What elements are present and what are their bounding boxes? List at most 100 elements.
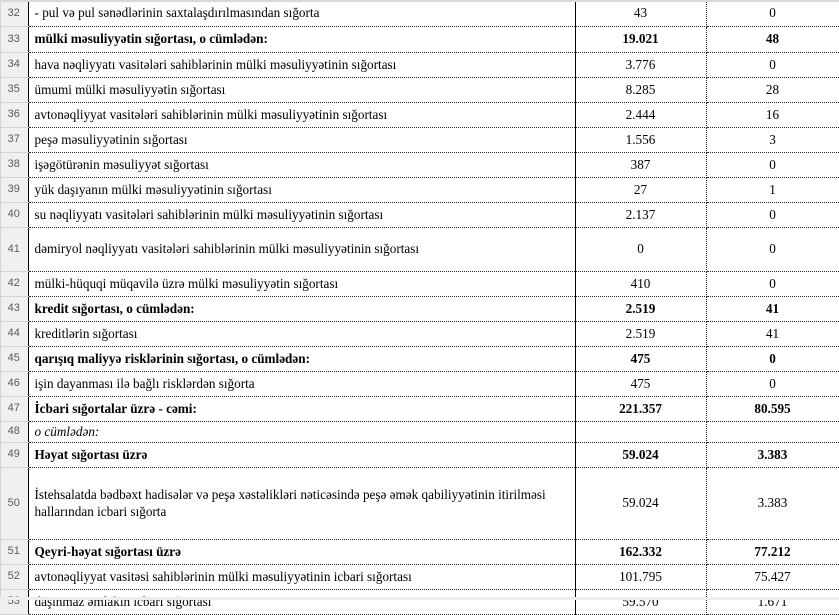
cell-insurance-type[interactable]: daşınmaz əmlakın icbari sığortası <box>28 589 576 615</box>
cell-value-2[interactable]: 77.212 <box>706 539 839 565</box>
row-number-header[interactable]: 53 <box>0 589 29 615</box>
cell-insurance-type[interactable]: hava nəqliyyatı vasitələri sahiblərinin … <box>28 52 576 78</box>
row-number-header[interactable]: 39 <box>0 177 29 203</box>
row-number-header[interactable]: 46 <box>0 371 29 397</box>
row-number-header[interactable]: 34 <box>0 52 29 78</box>
cell-insurance-type[interactable]: işin dayanması ilə bağlı risklərdən sığo… <box>28 371 576 397</box>
cell-insurance-type[interactable]: Həyat sığortası üzrə <box>28 442 576 468</box>
cell-value-1[interactable]: 475 <box>575 346 707 372</box>
cell-value-1[interactable]: 387 <box>575 152 707 178</box>
cell-value-1[interactable]: 221.357 <box>575 396 707 422</box>
cell-value-2[interactable]: 0 <box>706 271 839 297</box>
cell-value-1[interactable]: 8.285 <box>575 77 707 103</box>
row-number-header[interactable]: 41 <box>0 227 29 272</box>
cell-insurance-type[interactable]: Qeyri-həyat sığortası üzrə <box>28 539 576 565</box>
cell-insurance-type[interactable]: yük daşıyanın mülki məsuliyyətinin sığor… <box>28 177 576 203</box>
cell-value-2[interactable]: 0 <box>706 52 839 78</box>
table-row[interactable]: 49 Həyat sığortası üzrə 59.024 3.383 <box>0 442 839 468</box>
cell-insurance-type[interactable]: peşə məsuliyyətinin sığortası <box>28 127 576 153</box>
cell-insurance-type[interactable]: işəgötürənin məsuliyyət sığortası <box>28 152 576 178</box>
cell-value-1[interactable] <box>575 421 707 443</box>
cell-value-2[interactable] <box>706 421 839 443</box>
cell-insurance-type[interactable]: avtonəqliyyat vasitəsi sahiblərinin mülk… <box>28 564 576 590</box>
cell-insurance-type[interactable]: kredit sığortası, o cümlədən: <box>28 296 576 322</box>
table-row[interactable]: 40 su nəqliyyatı vasitələri sahiblərinin … <box>0 202 839 228</box>
cell-insurance-type[interactable]: su nəqliyyatı vasitələri sahiblərinin mü… <box>28 202 576 228</box>
row-number-header[interactable]: 42 <box>0 271 29 297</box>
cell-value-1[interactable]: 59.570 <box>575 589 707 615</box>
cell-value-1[interactable]: 27 <box>575 177 707 203</box>
cell-value-1[interactable]: 19.021 <box>575 26 707 53</box>
table-row[interactable]: 43 kredit sığortası, o cümlədən: 2.519 41 <box>0 296 839 322</box>
row-number-header[interactable]: 52 <box>0 564 29 590</box>
table-row[interactable]: 46 işin dayanması ilə bağlı risklərdən sı… <box>0 371 839 397</box>
cell-value-1[interactable]: 2.137 <box>575 202 707 228</box>
cell-value-1[interactable]: 410 <box>575 271 707 297</box>
table-row[interactable]: 50 İstehsalatda bədbəxt hadisələr və peş… <box>0 467 839 540</box>
cell-insurance-type[interactable]: qarışıq maliyyə risklərinin sığortası, o… <box>28 346 576 372</box>
cell-insurance-type[interactable]: İstehsalatda bədbəxt hadisələr və peşə x… <box>28 467 576 540</box>
cell-value-1[interactable]: 1.556 <box>575 127 707 153</box>
cell-value-1[interactable]: 3.776 <box>575 52 707 78</box>
cell-value-2[interactable]: 0 <box>706 371 839 397</box>
cell-insurance-type[interactable]: kreditlərin sığortası <box>28 321 576 347</box>
table-row[interactable]: 44 kreditlərin sığortası 2.519 41 <box>0 321 839 347</box>
table-row[interactable]: 42 mülki-hüquqi müqavilə üzrə mülki məsul… <box>0 271 839 297</box>
cell-value-2[interactable]: 0 <box>706 202 839 228</box>
cell-value-1[interactable]: 43 <box>575 0 707 27</box>
cell-value-1[interactable]: 2.444 <box>575 102 707 128</box>
cell-value-2[interactable]: 80.595 <box>706 396 839 422</box>
cell-insurance-type[interactable]: dəmiryol nəqliyyatı vasitələri sahibləri… <box>28 227 576 272</box>
table-row[interactable]: 41 dəmiryol nəqliyyatı vasitələri sahiblə… <box>0 227 839 272</box>
cell-value-2[interactable]: 0 <box>706 0 839 27</box>
cell-insurance-type[interactable]: mülki-hüquqi müqavilə üzrə mülki məsuliy… <box>28 271 576 297</box>
cell-value-1[interactable]: 2.519 <box>575 296 707 322</box>
table-row[interactable]: 34 hava nəqliyyatı vasitələri sahiblərini… <box>0 52 839 78</box>
cell-value-1[interactable]: 0 <box>575 227 707 272</box>
cell-value-2[interactable]: 41 <box>706 296 839 322</box>
table-row[interactable]: 48 o cümlədən: <box>0 421 839 443</box>
cell-value-2[interactable]: 0 <box>706 152 839 178</box>
cell-value-2[interactable]: 0 <box>706 227 839 272</box>
row-number-header[interactable]: 47 <box>0 396 29 422</box>
table-row[interactable]: 52 avtonəqliyyat vasitəsi sahiblərinin mü… <box>0 564 839 590</box>
cell-value-1[interactable]: 59.024 <box>575 442 707 468</box>
table-row[interactable]: 37 peşə məsuliyyətinin sığortası 1.556 3 <box>0 127 839 153</box>
cell-insurance-type[interactable]: ümumi mülki məsuliyyətin sığortası <box>28 77 576 103</box>
row-number-header[interactable]: 43 <box>0 296 29 322</box>
row-number-header[interactable]: 50 <box>0 467 29 540</box>
row-number-header[interactable]: 36 <box>0 102 29 128</box>
table-row[interactable]: 53 daşınmaz əmlakın icbari sığortası 59.57… <box>0 589 839 615</box>
cell-value-2[interactable]: 48 <box>706 26 839 53</box>
cell-insurance-type[interactable]: - pul və pul sənədlərinin saxtalaşdırılm… <box>28 0 576 27</box>
cell-value-2[interactable]: 3 <box>706 127 839 153</box>
table-row[interactable]: 45 qarışıq maliyyə risklərinin sığortası,… <box>0 346 839 372</box>
cell-value-1[interactable]: 475 <box>575 371 707 397</box>
table-row[interactable]: 32- pul və pul sənədlərinin saxtalaşdırı… <box>0 0 839 27</box>
row-number-header[interactable]: 33 <box>0 26 29 53</box>
cell-value-2[interactable]: 3.383 <box>706 467 839 540</box>
row-number-header[interactable]: 44 <box>0 321 29 347</box>
row-number-header[interactable]: 32 <box>0 0 29 27</box>
row-number-header[interactable]: 45 <box>0 346 29 372</box>
row-number-header[interactable]: 48 <box>0 421 29 443</box>
cell-value-2[interactable]: 1.671 <box>706 589 839 615</box>
cell-value-2[interactable]: 41 <box>706 321 839 347</box>
cell-value-2[interactable]: 0 <box>706 346 839 372</box>
cell-value-2[interactable]: 16 <box>706 102 839 128</box>
table-row[interactable]: 51 Qeyri-həyat sığortası üzrə 162.332 77.21… <box>0 539 839 565</box>
cell-insurance-type[interactable]: mülki məsuliyyətin sığortası, o cümlədən… <box>28 26 576 53</box>
row-number-header[interactable]: 38 <box>0 152 29 178</box>
cell-value-1[interactable]: 2.519 <box>575 321 707 347</box>
table-row[interactable]: 39 yük daşıyanın mülki məsuliyyətinin sığ… <box>0 177 839 203</box>
table-row[interactable]: 36 avtonəqliyyat vasitələri sahiblərinin … <box>0 102 839 128</box>
table-row[interactable]: 33 mülki məsuliyyətin sığortası, o cümləd… <box>0 26 839 53</box>
cell-insurance-type[interactable]: o cümlədən: <box>28 421 576 443</box>
table-row[interactable]: 38 işəgötürənin məsuliyyət sığortası 387 0 <box>0 152 839 178</box>
cell-value-1[interactable]: 162.332 <box>575 539 707 565</box>
cell-value-2[interactable]: 3.383 <box>706 442 839 468</box>
cell-value-1[interactable]: 59.024 <box>575 467 707 540</box>
cell-value-2[interactable]: 75.427 <box>706 564 839 590</box>
cell-insurance-type[interactable]: İcbari sığortalar üzrə - cəmi: <box>28 396 576 422</box>
row-number-header[interactable]: 35 <box>0 77 29 103</box>
